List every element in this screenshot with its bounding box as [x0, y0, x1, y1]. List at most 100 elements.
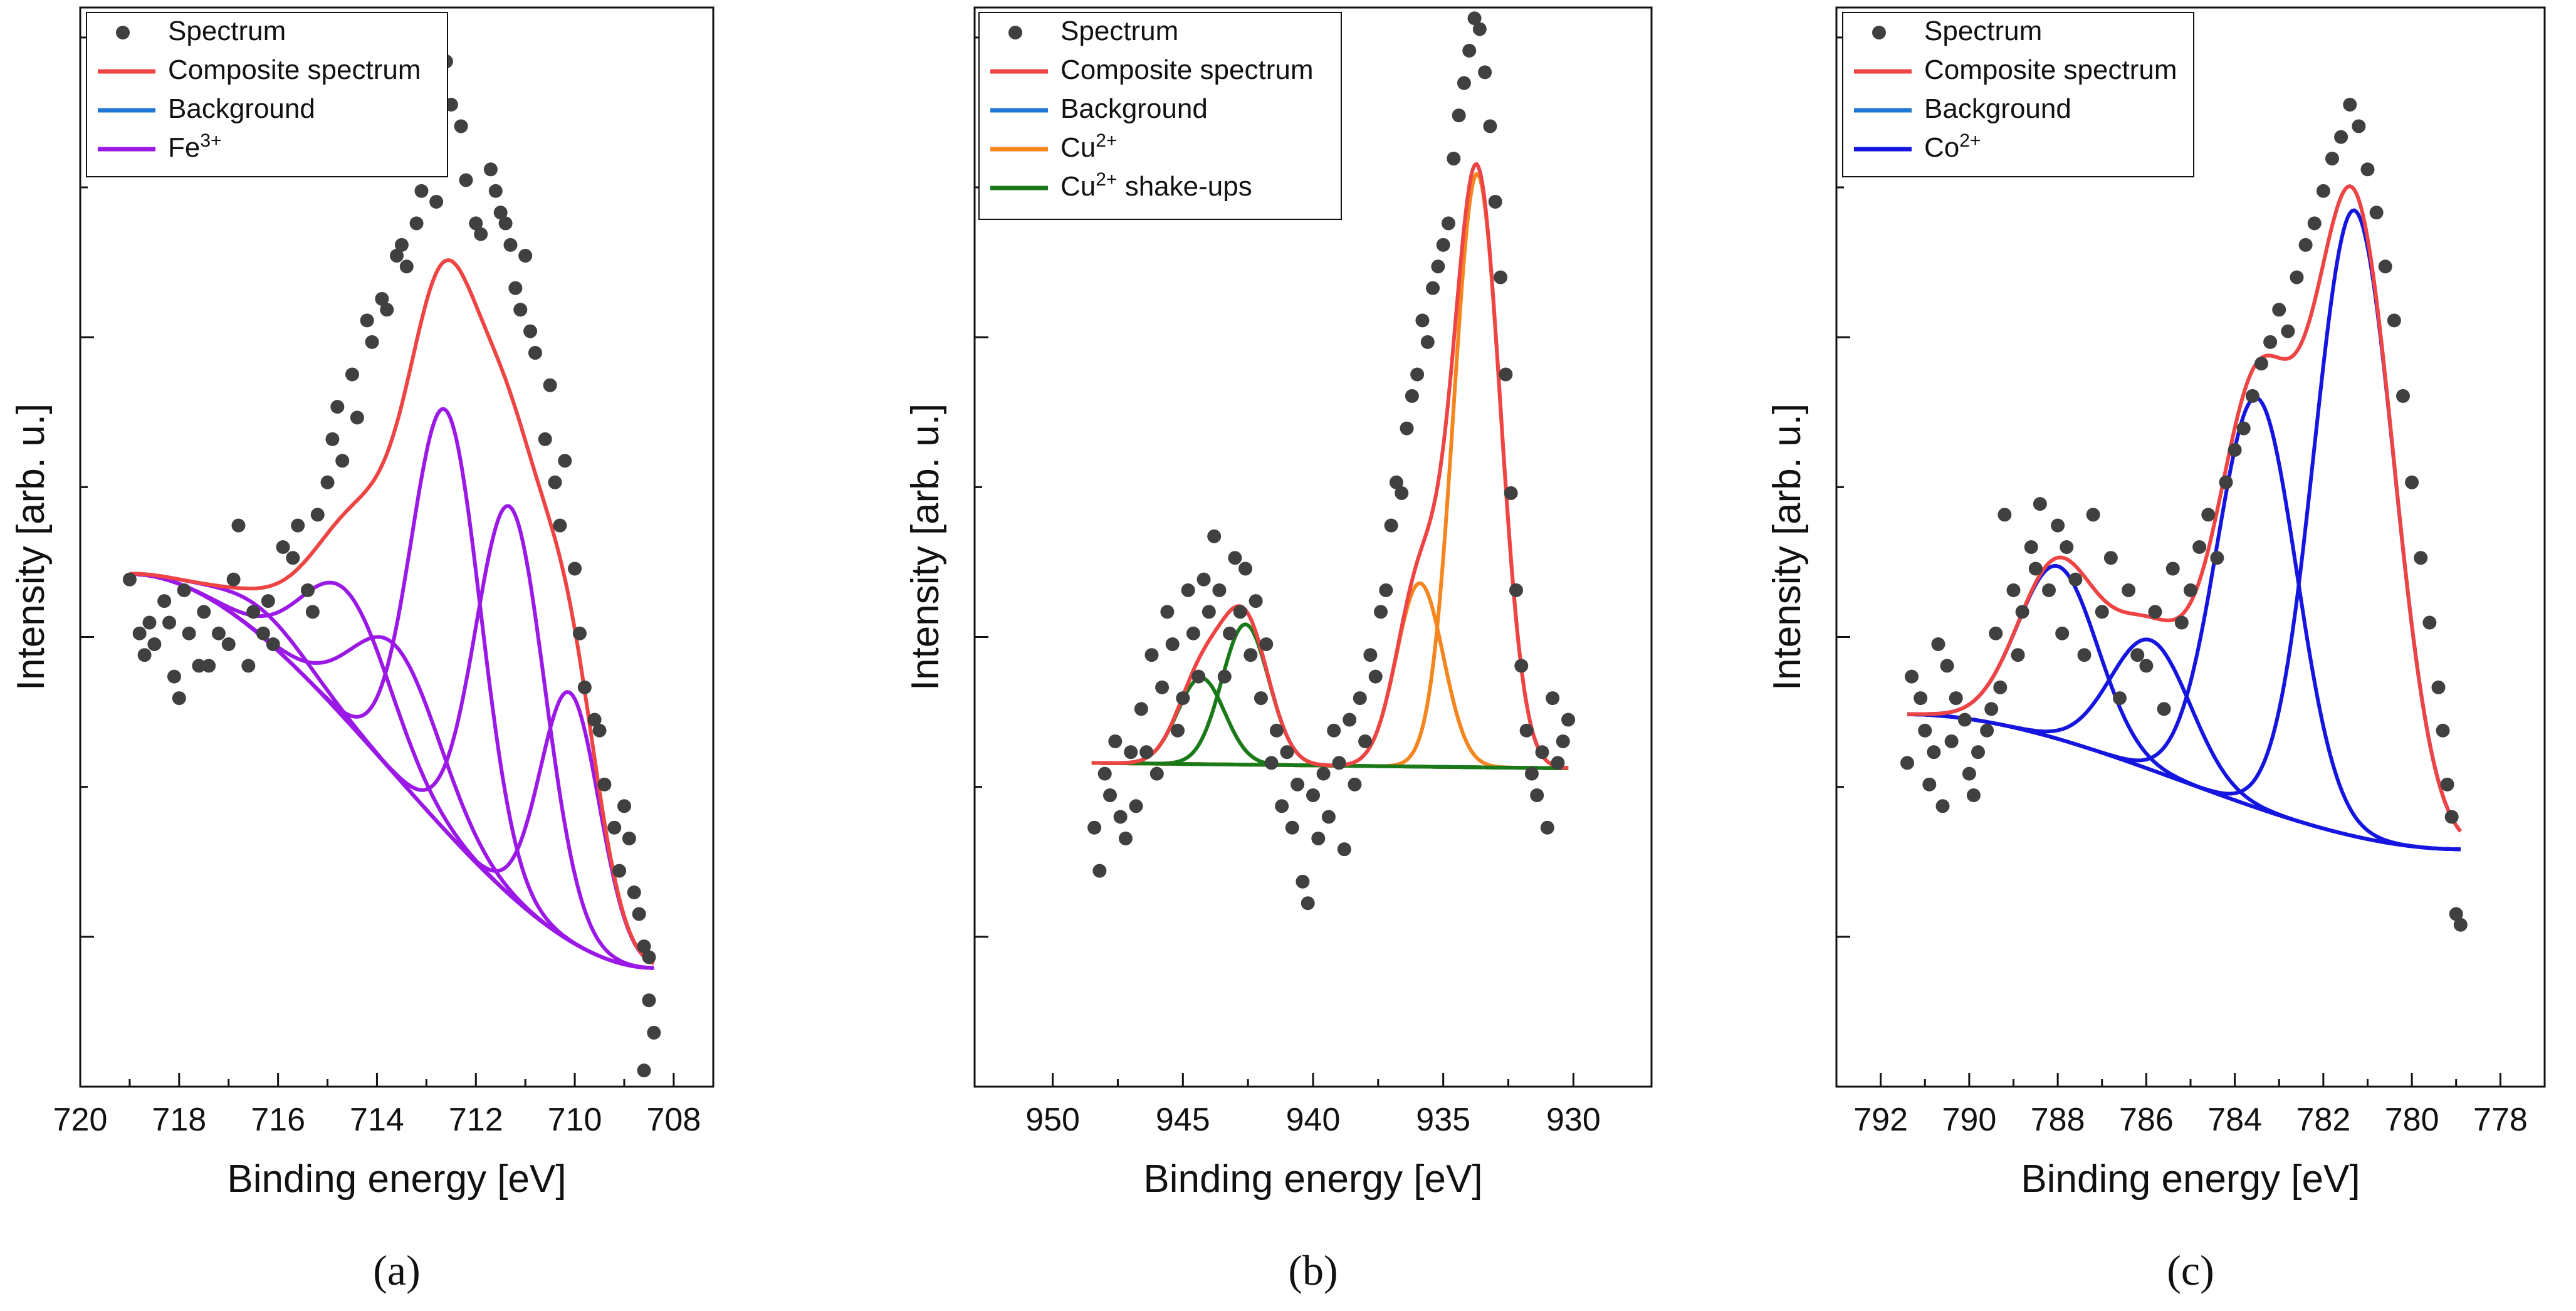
spectrum-point [330, 400, 345, 414]
spectrum-point [1129, 799, 1143, 813]
spectrum-point [1316, 766, 1331, 781]
spectrum-point [2122, 583, 2136, 597]
legend-label: Spectrum [1924, 16, 2042, 46]
spectrum-point [553, 518, 567, 533]
spectrum-point [518, 249, 533, 263]
spectrum-point [1343, 713, 1357, 727]
spectrum-point [2360, 162, 2375, 177]
spectrum-point [1488, 194, 1502, 209]
legend-label: Background [1060, 93, 1208, 124]
spectrum-point [2219, 475, 2233, 489]
spectrum-point [637, 939, 651, 954]
spectrum-point [637, 1063, 651, 1078]
panel-label: (a) [373, 1246, 420, 1294]
composite-curve [129, 258, 655, 966]
spectrum-point [498, 216, 513, 231]
spectrum-point [2298, 238, 2313, 252]
spectrum-point [1264, 756, 1279, 770]
spectrum-point [1238, 561, 1252, 576]
spectrum-point [2378, 259, 2392, 274]
spectrum-point [256, 626, 270, 640]
spectrum-point [1301, 896, 1315, 911]
spectrum-point [325, 432, 340, 446]
spectrum-point [1160, 605, 1175, 619]
spectrum-point [2431, 680, 2446, 694]
x-tick-label: 790 [1942, 1102, 1996, 1138]
spectrum-point [1478, 65, 1492, 80]
x-tick-label: 930 [1546, 1102, 1601, 1138]
spectrum-point [2369, 206, 2384, 220]
spectrum-point [1212, 583, 1227, 597]
spectrum-point [192, 659, 206, 673]
spectrum-point [167, 669, 181, 684]
spectrum-point [543, 378, 557, 392]
panel-label: (c) [2167, 1246, 2214, 1294]
spectrum-point [1311, 831, 1326, 845]
x-tick-label: 935 [1416, 1102, 1470, 1138]
spectrum-point [592, 723, 607, 738]
spectrum-point [1949, 691, 1963, 706]
plot-frame [79, 6, 715, 1088]
spectrum-point [2272, 303, 2286, 317]
legend-label: Fe3+ [168, 130, 222, 163]
spectrum-point [1374, 605, 1388, 619]
spectrum-point [1556, 734, 1570, 748]
spectrum-point [2210, 551, 2224, 565]
spectrum-point [310, 508, 325, 522]
spectrum-point [2165, 561, 2180, 576]
spectrum-point [523, 324, 538, 338]
spectrum-point [528, 346, 542, 360]
spectrum-point [1103, 788, 1117, 803]
spectrum-point [1989, 626, 2003, 640]
spectrum-point [1395, 486, 1409, 500]
component-curve [1091, 171, 1569, 770]
spectrum-point [1243, 648, 1258, 662]
spectrum-point [202, 659, 216, 673]
spectrum-point [429, 194, 444, 209]
x-tick-label: 788 [2031, 1102, 2085, 1138]
spectrum-point [642, 993, 656, 1008]
chart-panel-a: 720 718 716 714 712 710 708 Binding energy [eV]… [9, 6, 715, 1294]
x-axis-label: Binding energy [eV] [227, 1157, 566, 1201]
spectrum-point [1509, 583, 1523, 597]
spectrum-point [2440, 777, 2454, 791]
spectrum-point [1530, 788, 1544, 803]
spectrum-point [493, 206, 508, 220]
spectrum-point [2453, 917, 2468, 932]
spectrum-point [1139, 745, 1154, 760]
spectrum-point [1499, 367, 1513, 382]
spectrum-point [474, 227, 488, 241]
x-tick-label: 716 [251, 1102, 305, 1138]
x-tick-label: 945 [1156, 1102, 1210, 1138]
x-tick-label: 714 [350, 1102, 404, 1138]
spectrum-point [1483, 119, 1497, 133]
spectrum-point [2236, 421, 2251, 436]
spectrum-point [1196, 572, 1211, 587]
spectrum-point [305, 605, 320, 619]
spectrum-point [2139, 659, 2154, 673]
spectrum-point [197, 605, 211, 619]
spectrum-point [162, 615, 177, 630]
spectrum-point [454, 119, 468, 133]
spectrum-point [647, 1025, 661, 1040]
composite-curve [1907, 184, 2463, 833]
spectrum-point [1228, 551, 1242, 565]
spectrum-point [1447, 152, 1461, 166]
spectrum-point [1997, 508, 2012, 522]
spectrum-point [1457, 76, 1471, 90]
x-tick-label: 720 [53, 1102, 108, 1138]
spectrum-point [469, 216, 483, 231]
x-tick-label: 792 [1853, 1102, 1908, 1138]
spectrum-point [1353, 691, 1367, 706]
spectrum-point [1155, 680, 1170, 694]
spectrum-point [1191, 669, 1206, 684]
spectrum-point [1113, 810, 1128, 824]
x-tick-label: 718 [152, 1102, 206, 1138]
spectrum-point [350, 410, 364, 425]
spectrum-point [1905, 669, 1919, 684]
spectrum-point [632, 907, 646, 921]
spectrum-point [503, 238, 518, 252]
spectrum-point [1306, 788, 1320, 803]
spectrum-point [587, 713, 602, 727]
spectrum-point [360, 313, 374, 328]
